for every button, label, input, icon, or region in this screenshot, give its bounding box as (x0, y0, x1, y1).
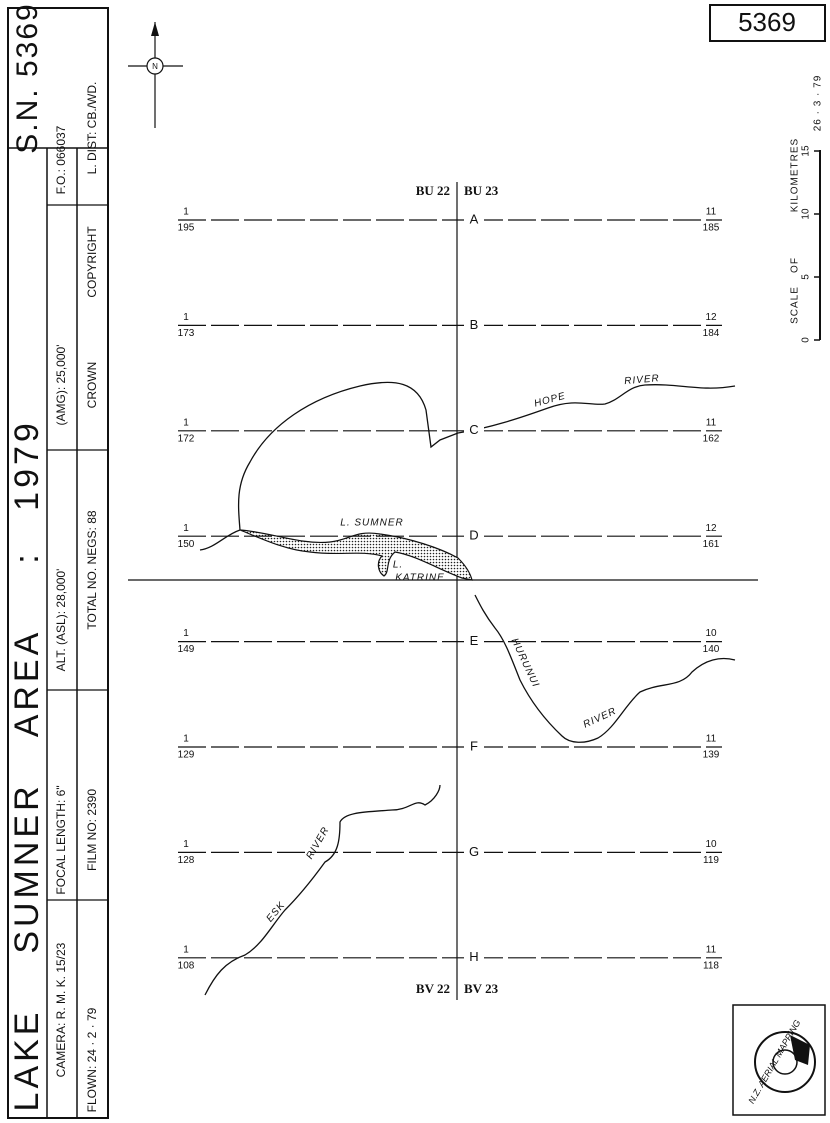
run-letter: D (469, 528, 478, 543)
run-start: 1 (183, 734, 189, 745)
letter-bg (464, 528, 484, 545)
info-field: FLOWN: 24 · 2 · 79 (85, 1007, 99, 1112)
scale-tick-label: 5 (801, 274, 812, 280)
run-letter: H (469, 949, 478, 964)
run-letter: F (470, 738, 478, 753)
letter-bg (464, 739, 484, 755)
logo (732, 1004, 826, 1116)
scale-tick-label: 0 (801, 337, 812, 343)
run-start-frame: 173 (178, 328, 195, 339)
run-start: 1 (183, 207, 189, 218)
grid-label: BV 23 (464, 981, 499, 996)
run-end: 11 (706, 944, 717, 955)
run-end: 11 (706, 207, 717, 218)
letter-bg (464, 633, 484, 650)
run-end: 11 (706, 734, 717, 745)
run-start: 1 (183, 417, 189, 428)
grid-label: BV 22 (416, 981, 450, 996)
scale-tick-label: 15 (801, 145, 812, 157)
run-end: 10 (705, 628, 717, 639)
compass-label: N (152, 62, 158, 71)
info-field: CROWN (85, 362, 99, 409)
grid-label: BU 23 (464, 183, 499, 198)
run-start-frame: 195 (178, 223, 195, 234)
run-end-frame: 119 (703, 855, 719, 866)
rivers (199, 381, 736, 996)
run-start-frame: 149 (178, 644, 195, 655)
run-end: 12 (705, 312, 717, 323)
run-end: 12 (705, 523, 717, 534)
info-field: (AMG): 25,000' (54, 345, 68, 426)
letter-bg (464, 949, 484, 966)
run-end-frame: 161 (703, 539, 720, 550)
run-start-frame: 108 (178, 960, 195, 971)
feature-label: KATRINE (395, 573, 445, 584)
feature-label: L. (393, 560, 403, 571)
title-word: LAKE (8, 1009, 46, 1112)
info-field: COPYRIGHT (85, 226, 99, 298)
run-letter: A (470, 211, 479, 226)
info-field: ALT. (ASL): 28,000' (54, 569, 68, 672)
scale-caption: SCALE (790, 286, 801, 324)
run-letter: C (469, 422, 478, 437)
letter-bg (464, 844, 484, 861)
run-start: 1 (183, 839, 189, 850)
run-letter: E (470, 633, 479, 648)
run-end: 10 (705, 839, 717, 850)
scale-caption: KILOMETRES (790, 138, 801, 212)
title-word: 1979 (8, 419, 46, 511)
run-letter: G (469, 844, 479, 859)
run-start-frame: 129 (178, 750, 195, 761)
run-start: 1 (183, 523, 189, 534)
run-end-frame: 118 (703, 960, 719, 971)
run-start-frame: 128 (178, 855, 195, 866)
title-word: AREA (8, 629, 46, 738)
run-letter: B (470, 317, 479, 332)
run-start: 1 (183, 312, 189, 323)
run-end-frame: 184 (703, 328, 720, 339)
scale-caption: OF (790, 257, 801, 273)
feature-label: RIVER (582, 706, 619, 731)
run-start-frame: 172 (178, 433, 195, 444)
sheet-number: 5369 (738, 7, 796, 37)
feature-label: L. SUMNER (340, 518, 403, 529)
survey-number: S.N. 5369 (11, 2, 44, 153)
feature-label: RIVER (304, 825, 331, 861)
run-end-frame: 185 (703, 223, 720, 234)
info-field: F.O.: 066037 (54, 125, 68, 194)
run-end-frame: 139 (703, 750, 720, 761)
letter-bg (464, 212, 484, 228)
run-start: 1 (183, 944, 189, 955)
info-field: TOTAL NO. NEGS: 88 (85, 510, 99, 629)
scale-date: 26 · 3 · 79 (813, 75, 824, 132)
sheet-box (709, 4, 826, 42)
grid-label: BU 22 (416, 183, 450, 198)
compass (128, 22, 183, 128)
title-word: : (8, 550, 46, 563)
run-start: 1 (183, 628, 189, 639)
info-field: L. DIST: CB./WD. (85, 82, 99, 175)
info-field: FOCAL LENGTH: 6" (54, 785, 68, 894)
run-end-frame: 162 (703, 433, 720, 444)
feature-label: RIVER (624, 373, 660, 387)
title-word: SUMNER (8, 782, 46, 953)
info-field: CAMERA: R. M. K. 15/23 (54, 942, 68, 1077)
title-block (7, 7, 109, 1119)
run-end-frame: 140 (703, 644, 720, 655)
letter-bg (464, 422, 484, 439)
run-start-frame: 150 (178, 539, 195, 550)
letter-bg (464, 317, 484, 334)
info-field: FILM NO: 2390 (85, 789, 99, 871)
run-end: 11 (706, 417, 717, 428)
scale-tick-label: 10 (801, 208, 812, 220)
